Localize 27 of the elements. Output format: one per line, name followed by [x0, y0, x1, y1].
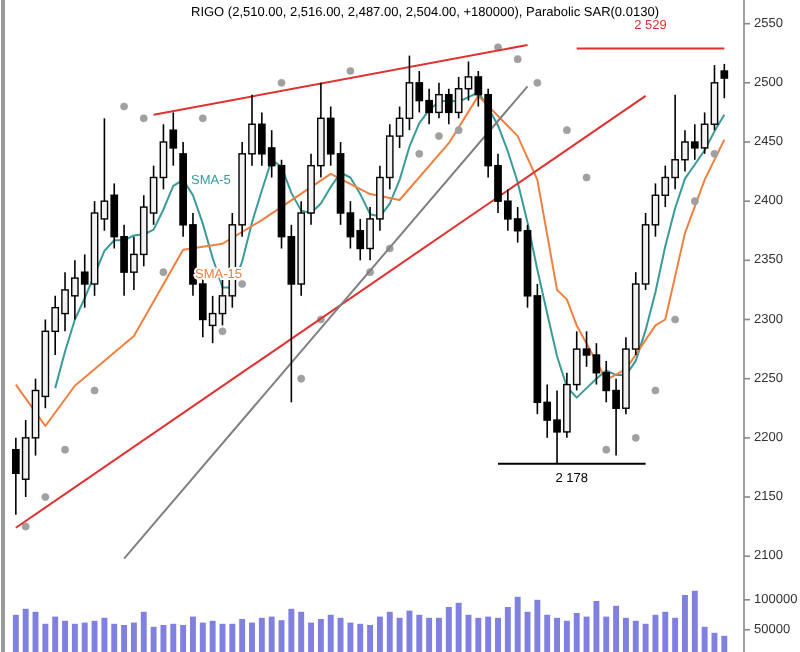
point	[671, 315, 680, 324]
point	[513, 55, 522, 64]
point	[120, 102, 128, 111]
point	[602, 445, 611, 454]
point	[21, 522, 30, 531]
point	[139, 114, 148, 123]
point	[690, 197, 699, 206]
point	[651, 386, 660, 395]
point	[533, 78, 542, 87]
point	[238, 280, 247, 288]
point	[41, 493, 50, 501]
point	[90, 386, 99, 395]
point	[277, 78, 286, 87]
point	[218, 327, 227, 336]
point	[710, 149, 719, 158]
point	[562, 126, 571, 135]
point	[297, 374, 306, 383]
candlestick	[720, 63, 729, 100]
point	[435, 132, 443, 140]
point	[415, 149, 424, 158]
point	[582, 173, 591, 182]
point	[198, 114, 207, 123]
point	[454, 126, 463, 135]
point	[346, 67, 355, 75]
point	[159, 268, 168, 277]
point	[61, 445, 69, 454]
point	[631, 433, 640, 442]
